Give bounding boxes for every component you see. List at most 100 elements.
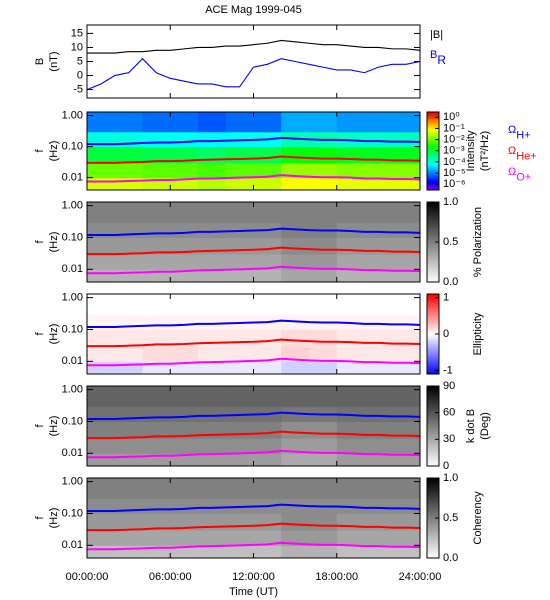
spectrogram-cell bbox=[336, 237, 365, 255]
legend-entry: ΩH+ bbox=[508, 124, 531, 142]
spectrogram-cell bbox=[336, 254, 365, 270]
colorbar-label: Intensity bbox=[465, 130, 477, 171]
spectrogram-cell bbox=[170, 202, 199, 223]
colorbar-label: Coherency bbox=[472, 491, 484, 545]
colorbar-swatch bbox=[427, 400, 439, 403]
spectrogram-cell bbox=[225, 269, 254, 283]
colorbar-swatch bbox=[427, 134, 439, 136]
colorbar-swatch bbox=[427, 538, 439, 540]
spectrogram-cell bbox=[170, 237, 199, 255]
colorbar-swatch bbox=[427, 500, 439, 503]
spectrogram-cell bbox=[336, 294, 365, 315]
colorbar-swatch bbox=[427, 115, 439, 118]
colorbar-swatch bbox=[427, 392, 439, 395]
spectrogram-cell bbox=[392, 237, 421, 255]
colorbar-swatch bbox=[427, 154, 439, 157]
series-line bbox=[87, 319, 421, 328]
colorbar-swatch bbox=[427, 330, 439, 332]
spectrogram-cell bbox=[336, 177, 365, 191]
colorbar-swatch bbox=[427, 227, 439, 230]
colorbar-swatch bbox=[427, 276, 439, 279]
spectrogram-cell bbox=[170, 294, 199, 315]
colorbar-swatch bbox=[427, 132, 439, 135]
spectrogram-cell bbox=[87, 453, 116, 467]
colorbar-swatch bbox=[427, 224, 439, 227]
colorbar-swatch bbox=[427, 121, 439, 123]
spectrogram-cell bbox=[336, 112, 365, 133]
spectrogram-cell bbox=[309, 146, 338, 164]
colorbar-swatch bbox=[427, 138, 439, 140]
spectrogram-cell bbox=[392, 177, 421, 191]
spectrogram-cell bbox=[364, 112, 393, 133]
spectrogram-cell bbox=[198, 545, 227, 559]
spectrogram-cell bbox=[198, 478, 227, 499]
colorbar-swatch bbox=[427, 411, 439, 414]
colorbar-swatch bbox=[427, 300, 439, 303]
spectrogram-cell bbox=[392, 498, 421, 514]
spectrogram-cell bbox=[309, 421, 338, 439]
spectrogram-cell bbox=[142, 294, 171, 315]
spectrogram-cell bbox=[198, 314, 227, 330]
colorbar-swatch bbox=[427, 402, 439, 404]
spectrogram-cell bbox=[281, 346, 310, 362]
colorbar-swatch bbox=[427, 222, 439, 224]
y-axis-label: f bbox=[34, 424, 46, 428]
colorbar-swatch bbox=[427, 266, 439, 268]
colorbar-swatch bbox=[427, 141, 439, 144]
spectrogram-cell bbox=[114, 177, 143, 191]
spectrogram-cell bbox=[87, 329, 116, 347]
colorbar-swatch bbox=[427, 167, 439, 170]
colorbar-swatch bbox=[427, 306, 439, 308]
spectrogram-cell bbox=[225, 202, 254, 223]
colorbar-swatch bbox=[427, 184, 439, 187]
spectrogram-cell bbox=[253, 513, 282, 531]
spectrogram-cell bbox=[364, 162, 393, 179]
spectrogram-cell bbox=[281, 361, 310, 375]
colorbar-swatch bbox=[427, 368, 439, 371]
spectrogram-cell bbox=[309, 294, 338, 315]
spectrogram-cell bbox=[392, 314, 421, 330]
colorbar-swatch bbox=[427, 143, 439, 145]
colorbar-tick-label: 0 bbox=[443, 460, 449, 472]
colorbar-swatch bbox=[427, 450, 439, 452]
colorbar-swatch bbox=[427, 171, 439, 174]
spectrogram-cell bbox=[225, 112, 254, 133]
y-tick-label: 0.10 bbox=[62, 140, 83, 152]
spectrogram-cell bbox=[87, 269, 116, 283]
colorbar-tick-label: 10⁻⁵ bbox=[443, 167, 466, 179]
spectrogram-cell bbox=[114, 162, 143, 179]
colorbar-swatch bbox=[427, 455, 439, 458]
colorbar-swatch bbox=[427, 255, 439, 258]
colorbar-swatch bbox=[427, 440, 439, 443]
colorbar-swatch bbox=[427, 128, 439, 131]
colorbar-swatch bbox=[427, 202, 439, 204]
colorbar-swatch bbox=[427, 139, 439, 142]
spectrogram-cell bbox=[225, 545, 254, 559]
colorbar-tick-label: 30 bbox=[443, 433, 455, 445]
series-line bbox=[87, 503, 421, 512]
colorbar-swatch bbox=[427, 303, 439, 306]
colorbar-swatch bbox=[427, 340, 439, 343]
spectrogram-cell bbox=[225, 329, 254, 347]
spectrogram-cell bbox=[336, 530, 365, 546]
spectrogram-cell bbox=[114, 530, 143, 546]
colorbar-tick-label: 10⁻⁴ bbox=[443, 156, 466, 168]
colorbar-swatch bbox=[427, 278, 439, 280]
colorbar-swatch bbox=[427, 516, 439, 519]
spectrogram-cell bbox=[281, 329, 310, 347]
colorbar-swatch bbox=[427, 126, 439, 129]
colorbar-swatch bbox=[427, 412, 439, 415]
colorbar-swatch bbox=[427, 488, 439, 491]
spectrogram-cell bbox=[114, 346, 143, 362]
colorbar-swatch bbox=[427, 388, 439, 391]
y-tick-label: 1.00 bbox=[62, 200, 83, 212]
spectrogram-cell bbox=[364, 202, 393, 223]
spectrogram-cell bbox=[87, 162, 116, 179]
y-tick-label: 1.00 bbox=[62, 292, 83, 304]
colorbar-swatch bbox=[427, 331, 439, 334]
spectrogram-cell bbox=[364, 222, 393, 238]
y-axis-label: B bbox=[34, 58, 46, 65]
spectrogram-cell bbox=[309, 269, 338, 283]
colorbar-swatch bbox=[427, 113, 439, 116]
colorbar-swatch bbox=[427, 502, 439, 504]
